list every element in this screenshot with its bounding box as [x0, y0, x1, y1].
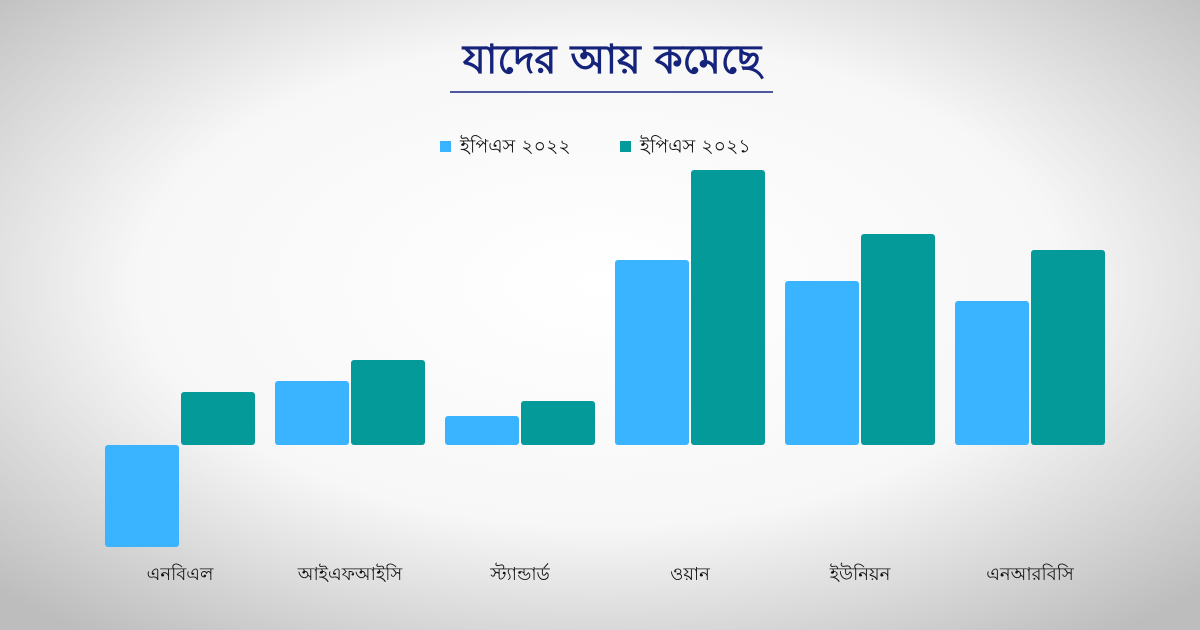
x-tick-label: ইউনিয়ন: [829, 563, 891, 585]
legend-swatch: [620, 141, 631, 152]
x-tick-label: এনআরবিসি: [986, 564, 1075, 585]
x-tick-label: স্ট্যান্ডার্ড: [489, 563, 550, 585]
legend-label: ইপিএস ২০২১: [639, 136, 751, 158]
legend-swatch: [440, 141, 451, 152]
bar: [785, 281, 859, 445]
x-tick-label: এনবিএল: [147, 564, 214, 585]
bar: [351, 360, 425, 445]
bar: [955, 301, 1029, 445]
bar: [181, 392, 255, 445]
bar: [445, 416, 519, 445]
plot-area: এনবিএল আইএফআইসি স্ট্যান্ডার্ড ওয়ান ইউনিয়ন এ…: [105, 170, 1105, 585]
legend-label: ইপিএস ২০২২: [459, 136, 571, 158]
bar: [615, 260, 689, 445]
bar: [861, 234, 935, 445]
x-tick-label: ওয়ান: [670, 564, 710, 585]
bar: [275, 381, 349, 445]
bar: [521, 401, 595, 445]
chart-title: যাদের আয় কমেছে: [461, 37, 764, 83]
bar: [105, 445, 179, 547]
x-tick-label: আইএফআইসি: [297, 564, 404, 585]
bar: [691, 170, 765, 445]
legend: ইপিএস ২০২২ ইপিএস ২০২১: [440, 136, 751, 158]
bar: [1031, 250, 1105, 445]
